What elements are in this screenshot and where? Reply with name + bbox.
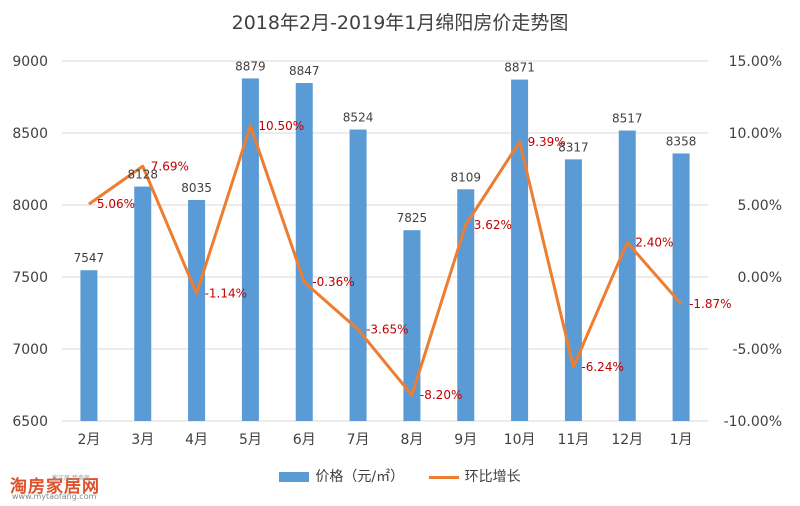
x-tick-label: 6月 [293, 432, 316, 448]
y-right-tick-label: -10.00% [724, 414, 782, 430]
x-tick-label: 10月 [504, 432, 536, 448]
x-tick-label: 7月 [347, 432, 370, 448]
line-data-label: -1.87% [689, 297, 731, 311]
growth-line [88, 124, 683, 397]
legend-growth-label: 环比增长 [464, 469, 521, 485]
bar [457, 189, 475, 421]
watermark-logo: 淘房家居网 我买房 我卖房 www.mytaofang.com [10, 472, 140, 506]
bar-data-label: 8517 [612, 112, 643, 126]
watermark-url: www.mytaofang.com [12, 492, 97, 501]
bar-data-label: 7825 [397, 211, 428, 225]
x-tick-label: 3月 [131, 432, 154, 448]
line-data-label: -6.24% [581, 360, 623, 374]
x-tick-label: 8月 [400, 432, 423, 448]
bar [295, 83, 313, 422]
bar [134, 186, 152, 421]
x-tick-label: 1月 [670, 432, 693, 448]
x-tick-label: 4月 [185, 432, 208, 448]
x-tick-label: 11月 [558, 432, 590, 448]
bar-data-label: 8128 [127, 168, 158, 182]
bar [403, 230, 421, 421]
bar-data-label: 8524 [343, 111, 374, 125]
y-left-tick-label: 7500 [12, 270, 48, 286]
bar [672, 153, 690, 421]
bar [564, 159, 582, 422]
y-right-tick-label: 15.00% [729, 54, 782, 70]
line-data-label: 10.50% [258, 119, 304, 133]
line-data-label: -3.65% [366, 323, 408, 337]
y-right-tick-label: 0.00% [738, 270, 782, 286]
legend-line-swatch [428, 475, 459, 479]
y-right-tick-label: 10.00% [729, 126, 782, 142]
legend-price-label: 价格（元/㎡） [315, 469, 405, 485]
chart-title: 2018年2月-2019年1月绵阳房价走势图 [231, 12, 569, 34]
bar [241, 78, 259, 421]
x-tick-label: 12月 [611, 432, 643, 448]
bar [349, 129, 367, 421]
line-data-label: 5.06% [97, 197, 135, 211]
line-data-label: -8.20% [420, 388, 462, 402]
line-data-label: 7.69% [151, 159, 189, 173]
bar [511, 79, 529, 422]
y-left-tick-label: 8000 [12, 198, 48, 214]
y-right-tick-label: 5.00% [738, 198, 782, 214]
y-left-tick-label: 6500 [12, 414, 48, 430]
x-tick-label: 2月 [77, 432, 100, 448]
bar-data-label: 8317 [558, 140, 589, 154]
x-tick-label: 9月 [454, 432, 477, 448]
line-data-label: 2.40% [635, 235, 673, 249]
legend-item-growth: 环比增长 [428, 466, 521, 486]
bar-data-label: 8358 [666, 134, 697, 148]
bar [618, 130, 636, 421]
line-data-label: 9.39% [528, 135, 566, 149]
legend-bar-swatch [279, 472, 310, 482]
y-left-tick-label: 9000 [12, 54, 48, 70]
y-left-tick-label: 8500 [12, 126, 48, 142]
y-right-tick-label: -5.00% [732, 342, 782, 358]
line-data-label: -1.14% [205, 286, 247, 300]
y-left-tick-label: 7000 [12, 342, 48, 358]
bar-data-label: 8879 [235, 59, 266, 73]
bar [188, 199, 206, 421]
bar [80, 270, 98, 421]
watermark-sub: 我买房 我卖房 [52, 475, 90, 482]
x-tick-label: 5月 [239, 432, 262, 448]
legend-item-price: 价格（元/㎡） [279, 466, 404, 486]
line-data-label: 3.62% [474, 218, 512, 232]
watermark-main: 淘房家居网 [10, 477, 100, 497]
legend: 价格（元/㎡） 环比增长 [0, 466, 800, 486]
bar-data-label: 7547 [74, 251, 105, 265]
bar-data-label: 8847 [289, 64, 320, 78]
bar-data-label: 8109 [450, 170, 481, 184]
bar-data-label: 8035 [181, 181, 212, 195]
bar-data-label: 8871 [504, 61, 535, 75]
line-data-label: -0.36% [312, 275, 354, 289]
